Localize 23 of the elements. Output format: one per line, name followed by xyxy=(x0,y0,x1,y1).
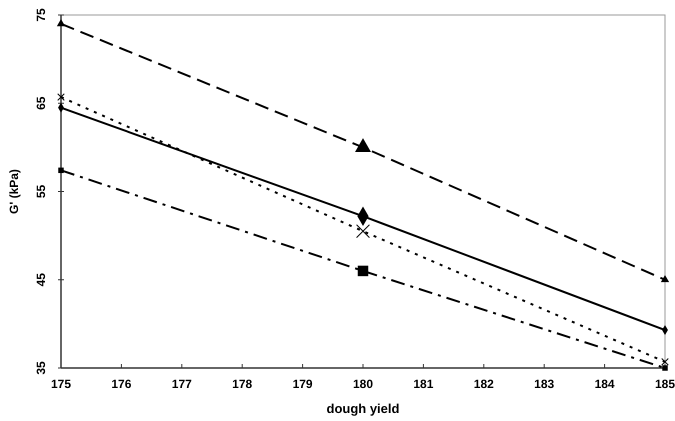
x-tick-label: 184 xyxy=(594,377,615,391)
x-tick-label: 179 xyxy=(292,377,313,391)
point xyxy=(56,19,66,26)
y-tick-label: 55 xyxy=(34,184,48,198)
point xyxy=(661,358,669,366)
x-tick-label: 181 xyxy=(413,377,434,391)
point xyxy=(58,168,64,174)
x-tick-label: 185 xyxy=(654,377,675,391)
x-axis-title: dough yield xyxy=(326,401,400,416)
x-tick-label: 176 xyxy=(111,377,132,391)
x-tick-label: 180 xyxy=(352,377,374,391)
x-tick-label: 175 xyxy=(50,377,72,391)
y-axis-title: G' (kPa) xyxy=(7,169,21,214)
x-tick-label: 183 xyxy=(534,377,555,391)
point xyxy=(660,274,670,282)
y-tick-label: 65 xyxy=(34,96,48,110)
y-tick-label: 35 xyxy=(34,361,48,375)
x-tick-label: 177 xyxy=(172,377,192,391)
y-tick-label: 45 xyxy=(34,272,48,286)
point xyxy=(57,93,65,101)
x-tick-label: 182 xyxy=(474,377,494,391)
x-tick-label: 178 xyxy=(232,377,253,391)
y-tick-label: 75 xyxy=(34,8,48,22)
